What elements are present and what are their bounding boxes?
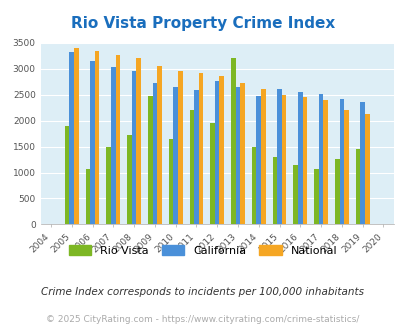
Bar [339, 99, 343, 224]
Bar [157, 66, 161, 224]
Bar [106, 147, 111, 224]
Bar [173, 87, 177, 224]
Bar [74, 48, 79, 224]
Bar [115, 55, 120, 224]
Bar [277, 88, 281, 224]
Bar [313, 169, 318, 224]
Bar [251, 147, 256, 224]
Bar [360, 102, 364, 224]
Bar [334, 158, 339, 224]
Bar [194, 90, 198, 224]
Bar [260, 89, 265, 224]
Bar [318, 94, 323, 224]
Legend: Rio Vista, California, National: Rio Vista, California, National [64, 241, 341, 260]
Bar [272, 157, 277, 224]
Bar [219, 76, 224, 224]
Bar [343, 110, 348, 224]
Bar [111, 67, 115, 224]
Text: © 2025 CityRating.com - https://www.cityrating.com/crime-statistics/: © 2025 CityRating.com - https://www.city… [46, 315, 359, 324]
Bar [136, 58, 141, 224]
Bar [364, 115, 369, 224]
Bar [297, 92, 302, 224]
Bar [230, 58, 235, 224]
Bar [90, 61, 95, 224]
Bar [210, 123, 214, 224]
Bar [95, 51, 99, 224]
Bar [85, 169, 90, 224]
Bar [355, 149, 360, 224]
Bar [152, 83, 157, 224]
Bar [69, 52, 74, 224]
Bar [293, 165, 297, 224]
Text: Rio Vista Property Crime Index: Rio Vista Property Crime Index [71, 16, 334, 31]
Bar [323, 100, 327, 224]
Bar [148, 96, 152, 224]
Text: Crime Index corresponds to incidents per 100,000 inhabitants: Crime Index corresponds to incidents per… [41, 287, 364, 297]
Bar [177, 71, 182, 224]
Bar [168, 139, 173, 224]
Bar [240, 83, 244, 224]
Bar [198, 74, 203, 224]
Bar [235, 87, 240, 224]
Bar [281, 95, 286, 224]
Bar [256, 96, 260, 224]
Bar [132, 71, 136, 224]
Bar [189, 110, 194, 224]
Bar [214, 81, 219, 224]
Bar [65, 126, 69, 224]
Bar [302, 97, 307, 224]
Bar [127, 135, 132, 224]
